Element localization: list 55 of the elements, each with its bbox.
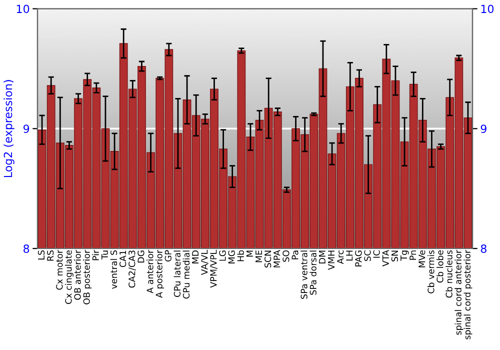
x-tick-label: ventral S (110, 250, 118, 289)
x-tick-label: Tg (400, 250, 409, 261)
x-tick-label: M (246, 250, 253, 257)
x-tick-label: RS (47, 250, 54, 261)
x-tick-label: Cx cingulate (64, 250, 74, 304)
x-tick-label: Pa (292, 250, 298, 260)
x-tick-label: Tu (102, 250, 108, 260)
x-tick-label: VA/VL (201, 250, 208, 276)
y-axis-title: Log2 (expression) (4, 80, 14, 178)
x-tick-label: spinal cord anterior (454, 250, 464, 335)
x-tick-label: Arc (337, 250, 344, 264)
x-tick-label: SC (364, 250, 371, 261)
x-tick-label: Cb vermis (427, 250, 434, 294)
x-tick-label: SPa ventral (300, 250, 308, 299)
x-tick-label: Cx motor (56, 250, 63, 290)
x-tick-label: SN (391, 250, 398, 262)
x-tick-label: DG (138, 250, 144, 263)
x-tick-label: CPu lateral (174, 250, 181, 297)
x-tick-label: OB posterior (83, 250, 92, 304)
y-tick-label: 9 (23, 124, 30, 134)
x-tick-label: ME (256, 250, 262, 262)
x-tick-label: Cb nucleus (446, 250, 452, 298)
x-tick-label: IC (373, 250, 380, 258)
x-tick-label: LS (38, 250, 45, 260)
x-tick-label: Cb lobe (436, 250, 444, 283)
x-tick-label: CA1 (120, 250, 126, 268)
x-tick-label: MPA (274, 250, 280, 268)
x-tick-label: VTA (382, 250, 389, 266)
x-tick-label: LH (346, 250, 353, 260)
x-tick-label: DM (319, 250, 326, 264)
x-tick-label: PAG (355, 250, 362, 266)
x-tick-label: MG (228, 250, 235, 264)
x-tick-label: SCN (264, 250, 272, 268)
x-tick-label: VPM/VPL (210, 250, 218, 288)
x-tick-label: OB anterior (74, 250, 81, 300)
x-tick-label: MVe (418, 250, 426, 268)
x-tick-label: Hb (237, 250, 244, 262)
x-tick-label: CPu medial (182, 250, 190, 299)
x-tick-label: A posterior (156, 250, 164, 298)
y-tick-label: 10 (16, 4, 30, 14)
x-tick-label: CA2/CA3 (128, 250, 136, 288)
y2-tick-label: 9 (480, 124, 486, 134)
x-tick-label: LG (219, 250, 226, 261)
x-tick-label: A anterior (146, 250, 154, 294)
x-tick-label: GP (164, 250, 172, 262)
y2-tick-label: 10 (481, 4, 494, 14)
y2-tick-label: 8 (480, 244, 486, 253)
x-tick-label: Pir (92, 250, 99, 260)
x-tick-label: VMH (328, 250, 334, 270)
x-tick-label: SO (282, 250, 290, 262)
y-tick-label: 8 (24, 244, 30, 253)
x-tick-label: SPa dorsal (310, 250, 316, 295)
x-tick-label: MD (192, 250, 199, 264)
x-tick-label: spinal cord posterior (464, 250, 472, 340)
x-tick-label: Pn (410, 250, 416, 260)
